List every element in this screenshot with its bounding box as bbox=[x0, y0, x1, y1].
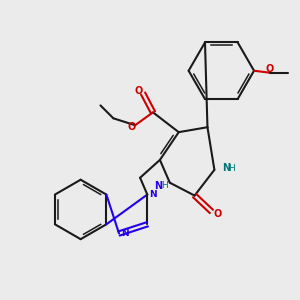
Text: H: H bbox=[161, 181, 168, 190]
Text: H: H bbox=[228, 164, 235, 173]
Text: N: N bbox=[222, 163, 230, 173]
Text: O: O bbox=[135, 85, 143, 96]
Text: N: N bbox=[154, 181, 162, 191]
Text: N: N bbox=[121, 229, 129, 238]
Text: O: O bbox=[127, 122, 135, 132]
Text: O: O bbox=[266, 64, 274, 74]
Text: O: O bbox=[213, 209, 221, 219]
Text: N: N bbox=[149, 190, 157, 199]
